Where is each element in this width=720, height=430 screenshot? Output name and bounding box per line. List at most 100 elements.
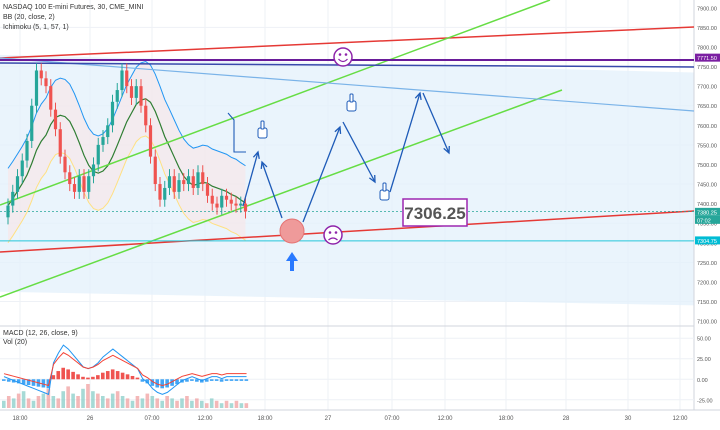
macd-bar xyxy=(155,379,160,388)
macd-bar xyxy=(175,379,179,385)
price-tag xyxy=(695,215,720,224)
volume-bar xyxy=(125,398,130,408)
price-callout[interactable]: 7306.25 xyxy=(402,198,468,227)
macd-grid xyxy=(0,337,694,401)
volume-bar xyxy=(204,403,209,408)
volume-bar xyxy=(86,384,90,408)
vol-legend[interactable]: Vol (20) xyxy=(3,339,27,346)
macd-bar xyxy=(81,376,85,380)
candle xyxy=(205,184,210,196)
candle xyxy=(106,125,110,138)
macd-bar xyxy=(76,374,80,380)
candle xyxy=(53,109,58,130)
time-tick-label: 18:00 xyxy=(257,416,273,422)
ichimoku-legend[interactable]: Ichimoku (5, 1, 57, 1) xyxy=(3,24,69,31)
price-tag xyxy=(695,236,720,245)
price-tick-label: 7200.00 xyxy=(697,280,717,286)
candle xyxy=(229,199,233,204)
macd-bar xyxy=(86,377,90,380)
price-tick-label: 7100.00 xyxy=(697,320,717,326)
price-tick-label: 7500.00 xyxy=(697,163,717,169)
smiley-sad-icon xyxy=(323,225,343,245)
candle xyxy=(186,176,191,185)
volume-bar xyxy=(145,393,150,408)
smiley-eye xyxy=(344,53,348,56)
volume-bar xyxy=(229,403,234,408)
macd-bar xyxy=(204,379,209,382)
macd-bar xyxy=(209,379,214,381)
candle xyxy=(191,176,195,188)
candle xyxy=(34,70,39,106)
price-tag xyxy=(695,53,720,62)
macd-bar xyxy=(56,371,61,380)
volume-bar xyxy=(110,393,115,408)
macd-legend[interactable]: MACD (12, 26, close, 9) xyxy=(3,330,78,337)
arrow-head xyxy=(414,91,422,101)
macd-bar xyxy=(140,379,145,382)
highlight-circle xyxy=(279,218,305,244)
volume-bar xyxy=(155,398,160,408)
arrow-head xyxy=(252,150,260,160)
macd-bar xyxy=(110,369,115,380)
candle xyxy=(134,86,138,98)
candle xyxy=(167,176,172,188)
price-tag-label: 7380.25 xyxy=(697,210,717,216)
candle xyxy=(201,172,205,185)
projection-arrow xyxy=(389,92,421,193)
macd-bar xyxy=(165,379,169,388)
time-tick-label: 12:00 xyxy=(672,416,688,422)
price-axis-tags: 7771.50 7380.25 07:02 7304.75 xyxy=(695,53,720,245)
volume-bar xyxy=(91,391,95,408)
time-tick-label: 12:00 xyxy=(197,416,213,422)
symbol-legend[interactable]: NASDAQ 100 E-mini Futures, 30, CME_MINI xyxy=(3,4,143,11)
price-tick-label: 7750.00 xyxy=(697,65,717,71)
bb-legend[interactable]: BB (20, close, 2) xyxy=(3,14,55,21)
user-drawings[interactable] xyxy=(227,47,450,271)
candle xyxy=(87,176,91,192)
macd-bar xyxy=(125,374,130,380)
price-tag-label: 07:02 xyxy=(697,218,711,224)
macd-bar xyxy=(16,379,21,384)
candle xyxy=(163,187,167,200)
candle xyxy=(96,144,100,165)
time-axis[interactable]: 18:00 26 07:00 12:00 18:00 27 07:00 12:00 18:00 2… xyxy=(12,416,688,422)
time-tick-label: 28 xyxy=(563,416,570,422)
macd-tick-label: 50.00 xyxy=(697,337,711,343)
volume-bar xyxy=(195,398,199,408)
volume-bar xyxy=(66,386,70,408)
volume-bar xyxy=(71,393,75,408)
macd-histogram xyxy=(2,367,249,389)
macd-tick-label: 25.00 xyxy=(697,357,711,363)
macd-bar xyxy=(219,379,224,382)
macd-bar xyxy=(234,379,239,381)
time-tick-label: 18:00 xyxy=(12,416,28,422)
volume-bar xyxy=(56,398,61,408)
projection-arrow xyxy=(422,92,450,154)
candle xyxy=(243,203,248,212)
volume-bar xyxy=(51,396,56,408)
candle xyxy=(139,86,143,106)
price-tick-label: 7400.00 xyxy=(697,202,717,208)
price-tick-label: 7700.00 xyxy=(697,85,717,91)
projection-arrow xyxy=(242,151,259,207)
volume-bar xyxy=(239,403,244,408)
price-tick-label: 7450.00 xyxy=(697,183,717,189)
volume-bar xyxy=(21,391,26,408)
candle xyxy=(210,195,214,204)
macd-bar xyxy=(46,379,51,389)
volume-bar xyxy=(76,396,80,408)
volume-bar xyxy=(36,396,41,408)
candle xyxy=(49,86,53,110)
support-line-red-lower xyxy=(0,210,694,253)
descending-blue-line xyxy=(0,57,694,112)
time-tick-label: 07:00 xyxy=(144,416,160,422)
smiley-mouth xyxy=(338,58,348,63)
arrow-head xyxy=(334,125,342,135)
macd-bar xyxy=(2,379,6,381)
candle xyxy=(196,172,200,188)
macd-bar xyxy=(115,371,120,380)
candle xyxy=(110,101,115,126)
candle xyxy=(220,195,224,208)
